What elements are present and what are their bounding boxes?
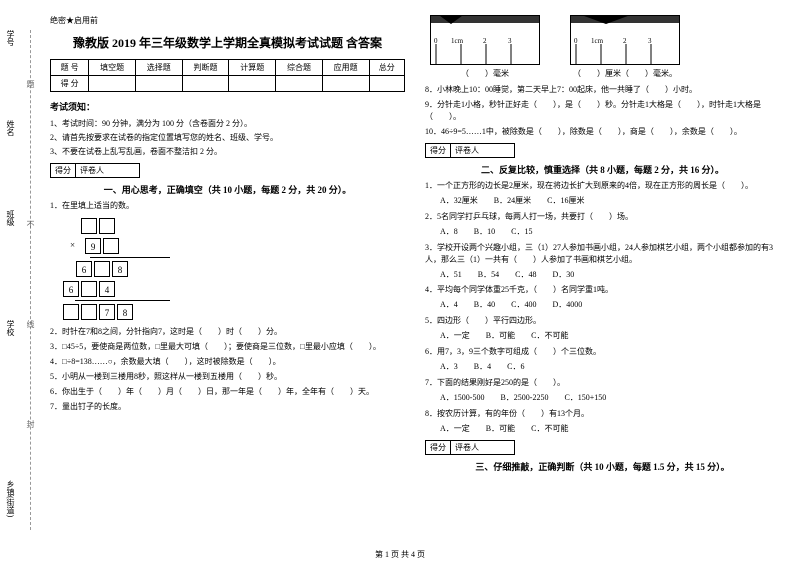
th-total: 总分	[369, 60, 404, 76]
score-box-2: 得分 评卷人	[425, 143, 515, 158]
mult-9: 9	[85, 238, 101, 254]
sb-c1: 得分	[51, 164, 76, 177]
notice-3: 3、不要在试卷上乱写乱画，卷面不整洁扣 2 分。	[50, 146, 405, 158]
margin-xingming: 姓名	[5, 120, 16, 136]
q2-5o: A．一定 B．可能 C．不可能	[440, 330, 780, 343]
q2-7o: A．1500-500 B．2500-2250 C．150+150	[440, 392, 780, 405]
q1-3: 3．□45÷5，要使商是两位数，□里最大可填（ ）；要使商是三位数，□里最小应填…	[50, 341, 405, 353]
mult-7: 7	[99, 304, 115, 320]
section1-heading: 一、用心思考，正确填空（共 10 小题，每题 2 分，共 20 分）。	[50, 183, 405, 196]
margin-xuexiao: 学校	[5, 320, 16, 336]
r1-1: 1cm	[451, 37, 464, 45]
q2-6o: A．3 B．4 C．6	[440, 361, 780, 374]
svg-text:3: 3	[648, 37, 652, 45]
svg-text:0: 0	[574, 37, 578, 45]
q2-6: 6．用7，3，9三个数字可组成（ ）个三位数。	[425, 346, 780, 358]
q1-2: 2．时针在7和8之间，分针指向7，这时是（ ）时（ ）分。	[50, 326, 405, 338]
q1-4: 4．□÷8=138……○，余数最大填（ ），这时被除数是（ ）。	[50, 356, 405, 368]
q1-8: 8．小林晚上10：00睡觉，第二天早上7：00起床，他一共睡了（ ）小时。	[425, 84, 780, 96]
section3-heading: 三、仔细推敲，正确判断（共 10 小题，每题 1.5 分，共 15 分）。	[425, 460, 780, 473]
score-box-1: 得分 评卷人	[50, 163, 140, 178]
mult-8b: 8	[117, 304, 133, 320]
q2-3: 3．学校开设两个兴趣小组，三（1）27人参加书画小组，24人参加棋艺小组，两个小…	[425, 242, 780, 266]
mult-4: 4	[99, 281, 115, 297]
margin-xuehao: 学号	[5, 30, 16, 46]
sb2-c2: 评卷人	[451, 144, 514, 157]
q1-7: 7．量出钉子的长度。	[50, 401, 405, 413]
th-calc: 计算题	[229, 60, 276, 76]
notice-1: 1、考试时间：90 分钟，满分为 100 分（含卷面分 2 分）。	[50, 118, 405, 130]
score-box-3: 得分 评卷人	[425, 440, 515, 455]
margin-xiangzhen: 乡镇(街道)	[5, 480, 16, 517]
q1-5: 5．小明从一楼到三楼用8秒，照这样从一楼到五楼用（ ）秒。	[50, 371, 405, 383]
q1-10: 10．46÷9=5……1中，被除数是（ ），除数是（ ），商是（ ），余数是（ …	[425, 126, 780, 138]
th-app: 应用题	[322, 60, 369, 76]
sb3-c1: 得分	[426, 441, 451, 454]
q2-1o: A．32厘米 B．24厘米 C．16厘米	[440, 195, 780, 208]
q2-3o: A．51 B．54 C．48 D．30	[440, 269, 780, 282]
svg-text:2: 2	[623, 37, 627, 45]
bind-t1: 题	[25, 80, 36, 88]
binding-line	[30, 30, 31, 530]
th-fill: 填空题	[89, 60, 136, 76]
q2-2: 2．5名同学打乒乓球，每两人打一场，共要打（ ）场。	[425, 211, 780, 223]
bind-t4: 线	[25, 320, 36, 328]
q2-7: 7．下面的结果刚好是250的是（ ）。	[425, 377, 780, 389]
bind-t3: 不	[25, 220, 36, 228]
th-choice: 选择题	[135, 60, 182, 76]
q2-4: 4．平均每个同学体重25千克，（ ）名同学重1吨。	[425, 284, 780, 296]
mult-x: ×	[70, 240, 75, 250]
r1-3: 3	[508, 37, 512, 45]
section2-heading: 二、反复比较，慎重选择（共 8 小题，每题 2 分，共 16 分）。	[425, 163, 780, 176]
ruler-label-1: （ ）毫米	[430, 68, 540, 79]
r1-0: 0	[434, 37, 438, 45]
ruler-2: 0 1cm 2 3 （ ）厘米（ ）毫米。	[570, 15, 680, 79]
page-title: 豫教版 2019 年三年级数学上学期全真模拟考试试题 含答案	[50, 34, 405, 51]
page-footer: 第 1 页 共 4 页	[0, 549, 800, 560]
q2-4o: A．4 B．40 C．400 D．4000	[440, 299, 780, 312]
notice-2: 2、请首先按要求在试卷的指定位置填写您的姓名、班级、学号。	[50, 132, 405, 144]
sb3-c2: 评卷人	[451, 441, 514, 454]
mult-6b: 6	[63, 281, 79, 297]
bind-t5: 封	[25, 420, 36, 428]
sb-c2: 评卷人	[76, 164, 139, 177]
secret-label: 绝密★启用前	[50, 15, 405, 26]
th-judge: 判断题	[182, 60, 229, 76]
td-score: 得 分	[51, 76, 89, 92]
mult-6a: 6	[76, 261, 92, 277]
margin-banji: 班级	[5, 210, 16, 226]
q1-6: 6．你出生于（ ）年（ ）月（ ）日，那一年是（ ）年，全年有（ ）天。	[50, 386, 405, 398]
q2-5: 5．四边形（ ）平行四边形。	[425, 315, 780, 327]
q1-9: 9．分针走1小格，秒针正好走（ ），是（ ）秒。分针走1大格是（ ），时针走1大…	[425, 99, 780, 123]
ruler-label-2: （ ）厘米（ ）毫米。	[570, 68, 680, 79]
q2-2o: A．8 B．10 C．15	[440, 226, 780, 239]
score-table: 题 号 填空题 选择题 判断题 计算题 综合题 应用题 总分 得 分	[50, 59, 405, 92]
svg-text:1cm: 1cm	[591, 37, 604, 45]
q2-1: 1．一个正方形的边长是2厘米，现在将边长扩大到原来的4倍，现在正方形的周长是（ …	[425, 180, 780, 192]
th-num: 题 号	[51, 60, 89, 76]
sb2-c1: 得分	[426, 144, 451, 157]
multiplication-box: × 9 68 64 78	[80, 217, 405, 321]
r1-2: 2	[483, 37, 487, 45]
q2-8: 8．按农历计算，有的年份（ ）有13个月。	[425, 408, 780, 420]
th-comp: 综合题	[276, 60, 323, 76]
mult-8a: 8	[112, 261, 128, 277]
notice-title: 考试须知：	[50, 100, 405, 113]
q2-8o: A．一定 B．可能 C．不可能	[440, 423, 780, 436]
ruler-1: 0 1cm 2 3 （ ）毫米	[430, 15, 540, 79]
q1-1: 1．在里填上适当的数。	[50, 200, 405, 212]
